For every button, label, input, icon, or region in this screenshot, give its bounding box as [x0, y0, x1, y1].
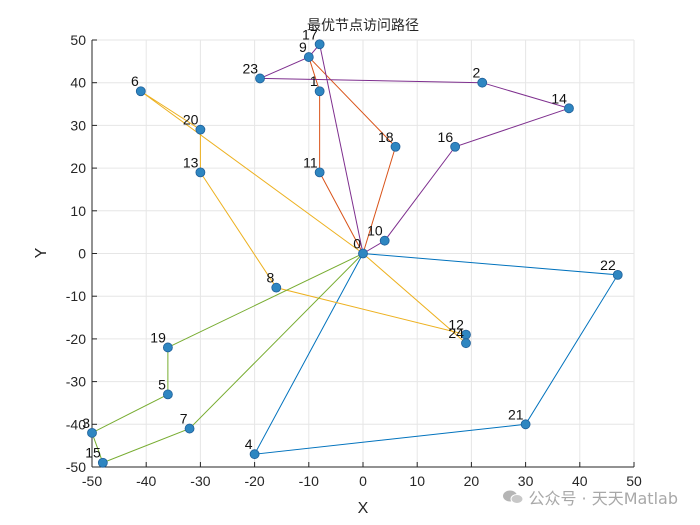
chart-title: 最优节点访问路径 — [307, 18, 419, 34]
node-label: 4 — [245, 436, 253, 452]
node-marker — [520, 419, 531, 430]
node-label: 0 — [353, 236, 361, 252]
node-marker — [314, 39, 325, 50]
node-label: 13 — [183, 154, 199, 170]
route-line — [259, 43, 571, 254]
x-tick-label: -30 — [190, 473, 210, 489]
watermark-text: 公众号 · 天天Matlab — [528, 489, 678, 508]
node-label: 5 — [158, 376, 166, 392]
node-marker — [564, 103, 574, 114]
axes — [91, 39, 635, 468]
x-tick-label: -40 — [136, 473, 156, 489]
watermark: 公众号 · 天天Matlab — [502, 485, 678, 509]
node-label: 21 — [508, 406, 524, 422]
y-tick-label: -10 — [66, 288, 86, 304]
y-tick-label: 10 — [70, 203, 86, 219]
node-label: 18 — [378, 129, 394, 145]
node-marker — [97, 457, 108, 468]
node-marker — [358, 248, 368, 259]
node-marker — [314, 167, 325, 178]
x-tick-label: 0 — [359, 473, 367, 489]
x-tick-label: 20 — [464, 473, 480, 489]
wechat-icon — [503, 490, 524, 504]
node-label: 7 — [180, 411, 188, 427]
node-marker — [390, 141, 401, 152]
node-label: 15 — [85, 445, 101, 461]
node-marker — [379, 235, 390, 246]
node-label: 8 — [266, 270, 274, 286]
node-label: 23 — [242, 60, 258, 76]
node-label: 17 — [302, 26, 318, 42]
node-marker — [303, 52, 314, 62]
node-marker — [184, 423, 195, 434]
node-label: 22 — [600, 257, 616, 273]
y-tick-label: 50 — [70, 32, 86, 48]
y-tick-label: 0 — [78, 246, 86, 262]
node-label: 3 — [82, 415, 90, 431]
tick-labels: -50 -40 -30 -20 -10 0 10 20 30 40 50-50-40-30-20-1… — [66, 32, 642, 489]
node-label: 19 — [150, 329, 166, 345]
node-label: 2 — [472, 65, 480, 81]
x-tick-label: -20 — [244, 473, 264, 489]
y-tick-label: -20 — [66, 331, 86, 347]
x-tick-label: 40 — [572, 473, 588, 489]
node-marker — [255, 73, 265, 84]
node-label: 14 — [551, 90, 567, 106]
node-marker — [162, 389, 173, 400]
node-label: 10 — [367, 223, 383, 239]
route-line — [91, 253, 364, 464]
node-marker — [314, 86, 325, 97]
y-axis-label: Y — [33, 247, 50, 258]
node-marker — [162, 342, 173, 353]
y-tick-label: -50 — [66, 459, 86, 475]
node-marker — [195, 124, 206, 135]
node-marker — [271, 282, 282, 293]
node-marker — [477, 77, 488, 88]
node-label: 6 — [131, 73, 139, 89]
x-tick-label: 50 — [626, 473, 642, 489]
x-tick-label: -50 — [82, 473, 102, 489]
x-tick-label: 30 — [518, 473, 534, 489]
node-label: 20 — [183, 112, 199, 128]
node-marker — [87, 427, 97, 438]
y-tick-label: 20 — [70, 160, 86, 176]
node-marker — [249, 449, 260, 460]
x-tick-label: 10 — [409, 473, 425, 489]
node-label: 16 — [438, 129, 454, 145]
node-label: 9 — [299, 39, 307, 55]
x-tick-label: -10 — [299, 473, 319, 489]
node-marker — [195, 167, 206, 178]
node-marker — [612, 269, 623, 280]
y-tick-label: -40 — [66, 416, 86, 432]
y-tick-label: 30 — [70, 117, 86, 133]
route-line — [308, 56, 397, 254]
node-label: 1 — [310, 73, 318, 89]
node-markers — [87, 39, 623, 468]
node-label: 11 — [303, 154, 318, 170]
node-marker — [135, 86, 146, 97]
x-axis-label: X — [358, 500, 369, 517]
node-marker — [461, 338, 471, 349]
y-tick-label: -30 — [66, 374, 86, 390]
y-tick-label: 40 — [70, 75, 86, 91]
node-label: 12 — [448, 317, 464, 333]
node-marker — [450, 141, 461, 152]
node-label: 24 — [448, 325, 464, 341]
